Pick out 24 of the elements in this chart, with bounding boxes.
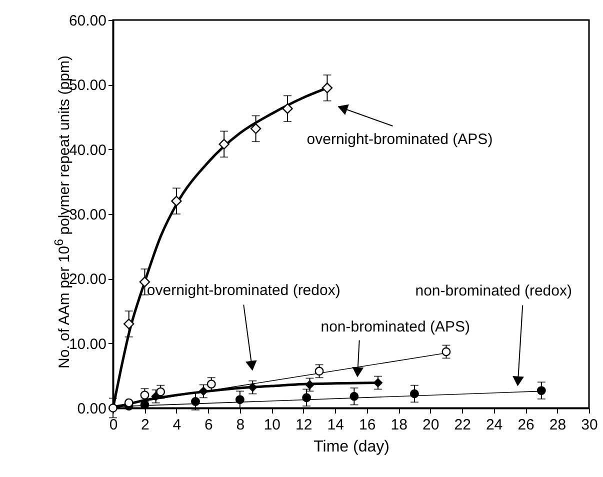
x-tick-label: 18 [390, 416, 408, 434]
y-tick-label: 0.00 [77, 400, 106, 418]
y-tick-label: 10.00 [68, 336, 106, 353]
y-tick-label: 60.00 [68, 12, 106, 30]
x-tick-label: 8 [236, 416, 245, 434]
x-tick-label: 24 [486, 416, 503, 434]
x-tick-label: 16 [359, 416, 376, 434]
x-tick-label: 10 [264, 416, 281, 434]
annotation: non-brominated (APS) [320, 318, 470, 336]
x-tick-label: 12 [296, 416, 312, 434]
x-tick-label: 2 [141, 416, 150, 434]
x-tick-label: 0 [109, 416, 118, 434]
x-tick-label: 30 [581, 416, 598, 434]
x-tick-label: 14 [327, 416, 344, 434]
annotation: overnight-brominated (redox) [146, 282, 340, 299]
annotation: overnight-brominated (APS) [306, 131, 493, 148]
x-tick-label: 28 [549, 416, 566, 434]
x-axis-title: Time (day) [314, 438, 390, 456]
x-tick-label: 26 [518, 416, 534, 434]
x-tick-label: 22 [454, 416, 471, 434]
annotation: non-brominated (redox) [415, 282, 572, 300]
x-tick-label: 4 [172, 416, 182, 434]
x-tick-label: 6 [204, 416, 213, 434]
x-tick-label: 20 [422, 416, 440, 434]
